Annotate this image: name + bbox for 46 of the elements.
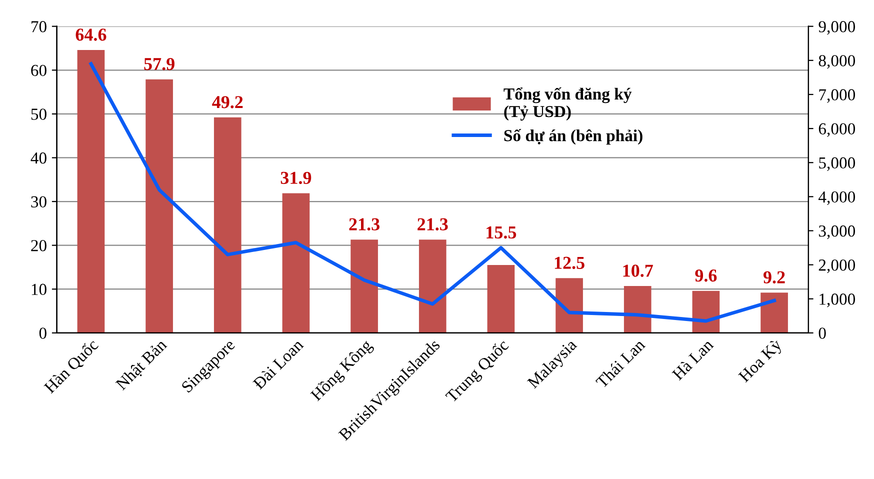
bar bbox=[282, 193, 310, 333]
y2-tick-label: 4,000 bbox=[818, 191, 856, 205]
data-label: 9.2 bbox=[763, 271, 785, 284]
y2-tick-label: 2,000 bbox=[818, 259, 856, 274]
y-tick-label: 10 bbox=[32, 284, 46, 296]
bar bbox=[624, 286, 652, 333]
x-tick-label: Thái Lan bbox=[594, 338, 646, 389]
data-label: 21.3 bbox=[349, 218, 380, 230]
y2-tick-label: 5,000 bbox=[819, 157, 856, 171]
data-label: 49.2 bbox=[212, 96, 243, 108]
data-label: 9.6 bbox=[695, 270, 717, 282]
y2-tick-label: 3,000 bbox=[818, 225, 856, 240]
y2-tick-label: 8,000 bbox=[818, 55, 856, 69]
y-tick-label: 40 bbox=[30, 152, 46, 164]
data-label: 64.6 bbox=[76, 28, 106, 41]
x-tick-label: Nhật Bản bbox=[114, 338, 170, 392]
y-tick-label: 50 bbox=[31, 108, 46, 120]
bar bbox=[556, 278, 583, 333]
bar bbox=[146, 79, 173, 333]
y2-tick-label: 6,000 bbox=[818, 123, 856, 137]
bar bbox=[77, 50, 105, 333]
y2-tick-label: 7,000 bbox=[819, 89, 856, 103]
y2-tick-label: 1,000 bbox=[820, 294, 856, 308]
y-tick-label: 60 bbox=[31, 64, 46, 76]
data-label: 15.5 bbox=[486, 226, 516, 239]
bar bbox=[418, 240, 446, 333]
y2-tick-label: 0 bbox=[818, 328, 826, 339]
bar bbox=[350, 240, 378, 333]
y2-tick-label: 9,000 bbox=[818, 21, 856, 35]
bar bbox=[487, 265, 515, 333]
bar bbox=[760, 292, 788, 333]
data-label: 10.7 bbox=[623, 264, 653, 277]
data-label: 31.9 bbox=[280, 172, 312, 184]
y-tick-label: 70 bbox=[32, 21, 46, 32]
legend-label: Số dự án (bên phải) bbox=[504, 128, 642, 145]
legend-label: Tổng vốn đăng ký (Tỷ USD) bbox=[504, 87, 632, 121]
bar bbox=[214, 117, 242, 333]
y-tick-label: 30 bbox=[31, 196, 46, 208]
y-tick-label: 20 bbox=[31, 240, 46, 252]
data-label: 12.5 bbox=[554, 256, 584, 270]
x-tick-label: Đài Loan bbox=[252, 338, 304, 390]
y-tick-label: 0 bbox=[39, 328, 46, 339]
x-tick-label: Hoa Kỳ bbox=[738, 338, 785, 386]
x-tick-label: Hà Lan bbox=[671, 338, 714, 381]
data-label: 21.3 bbox=[418, 218, 448, 230]
data-label: 57.9 bbox=[144, 58, 174, 70]
